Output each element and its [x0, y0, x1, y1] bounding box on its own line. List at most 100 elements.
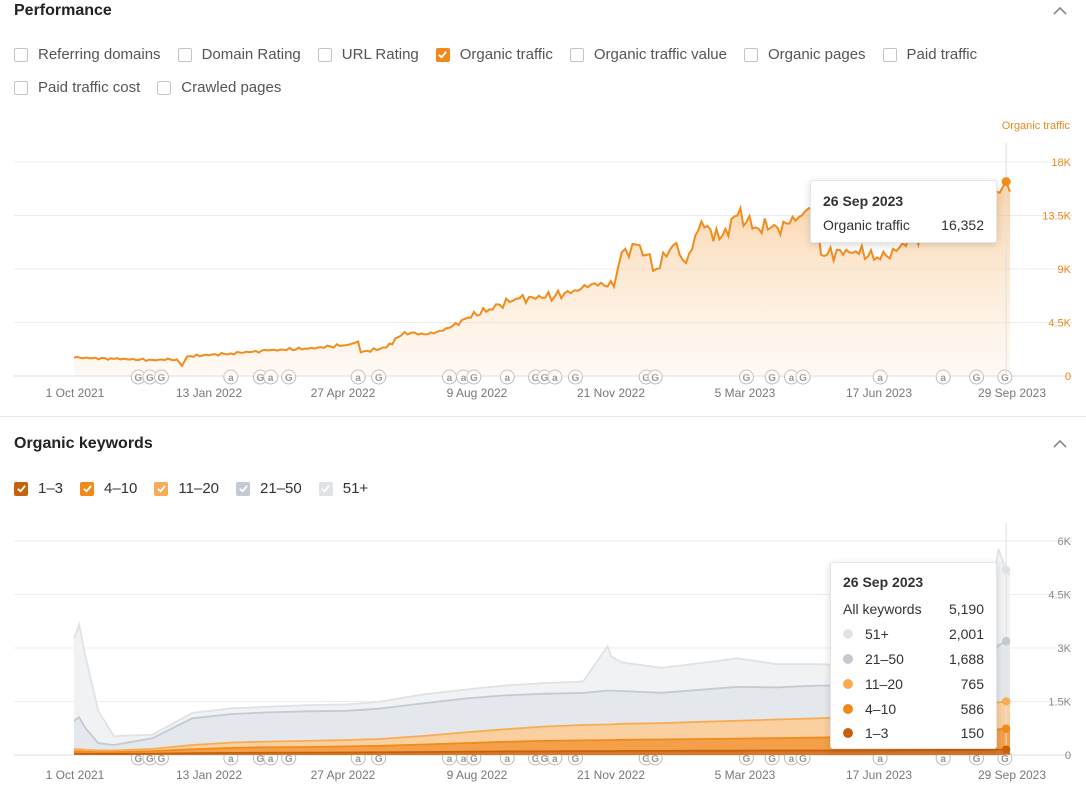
svg-text:G: G: [743, 754, 751, 765]
checkbox-unchecked-icon[interactable]: [14, 80, 28, 95]
performance-checkbox-crawled-pages[interactable]: Crawled pages: [157, 78, 281, 97]
keywords-checkbox-51plus[interactable]: 51+: [318, 479, 369, 498]
series-axis-label: Organic traffic: [1002, 120, 1071, 132]
keywords-checkbox-21-50[interactable]: 21–50: [236, 479, 302, 498]
checkbox-unchecked-icon[interactable]: [157, 80, 172, 95]
checkbox-unchecked-icon[interactable]: [14, 47, 28, 62]
performance-checkbox-organic-traffic[interactable]: Organic traffic: [435, 45, 553, 64]
svg-text:G: G: [973, 754, 981, 765]
x-tick-label: 27 Apr 2022: [311, 386, 376, 400]
svg-text:a: a: [789, 373, 795, 384]
performance-checkbox-paid-traffic[interactable]: Paid traffic: [882, 45, 977, 64]
traffic-tooltip-date: 26 Sep 2023: [823, 193, 904, 209]
x-tick-label: 5 Mar 2023: [715, 386, 776, 400]
y-tick-label: 4.5K: [1048, 590, 1071, 602]
keyword-range-checkboxes: 1–3 4–10 11–20 21–50 51+: [14, 479, 986, 498]
svg-text:a: a: [447, 373, 453, 384]
checkbox-unchecked-icon[interactable]: [317, 47, 332, 62]
svg-text:G: G: [799, 373, 807, 384]
legend-dot-icon: [843, 678, 853, 689]
collapse-keywords-icon[interactable]: [1052, 438, 1068, 450]
checkbox-checked-icon[interactable]: [236, 481, 251, 496]
performance-checkbox-label: Paid traffic cost: [38, 79, 141, 96]
svg-text:G: G: [743, 373, 751, 384]
svg-text:G: G: [146, 754, 154, 765]
performance-checkbox-organic-traffic-value[interactable]: Organic traffic value: [569, 45, 727, 64]
keywords-checkbox-label: 1–3: [38, 480, 64, 497]
svg-text:G: G: [541, 373, 549, 384]
y-tick-label: 1.5K: [1048, 697, 1071, 709]
svg-text:G: G: [257, 754, 265, 765]
performance-checkbox-organic-pages[interactable]: Organic pages: [743, 45, 866, 64]
legend-dot-icon: [843, 653, 853, 664]
svg-text:G: G: [375, 373, 383, 384]
keywords-tooltip-value: 765: [960, 675, 984, 692]
svg-text:G: G: [532, 754, 540, 765]
keywords-checkbox-label: 21–50: [260, 480, 302, 497]
x-tick-label: 29 Sep 2023: [978, 386, 1046, 400]
svg-text:a: a: [447, 754, 453, 765]
svg-text:a: a: [268, 373, 274, 384]
y-tick-label: 3K: [1058, 643, 1072, 655]
keywords-tooltip-value: 150: [960, 725, 984, 742]
svg-text:a: a: [877, 754, 883, 765]
checkbox-checked-icon[interactable]: [14, 481, 28, 496]
svg-text:G: G: [572, 373, 580, 384]
keywords-tooltip-label: 21–50: [865, 650, 904, 667]
keywords-tooltip-row: 11–20 765: [843, 671, 984, 696]
hover-point-11-20: [1001, 697, 1011, 706]
svg-text:G: G: [285, 754, 293, 765]
keywords-checkbox-label: 11–20: [178, 480, 220, 497]
x-tick-label: 13 Jan 2022: [176, 386, 242, 400]
checkbox-unchecked-icon[interactable]: [177, 47, 192, 62]
keywords-tooltip-value: 5,190: [948, 601, 984, 618]
performance-checkbox-label: Crawled pages: [181, 79, 282, 96]
svg-text:G: G: [532, 373, 540, 384]
keywords-checkbox-11-20[interactable]: 11–20: [154, 479, 219, 498]
checkbox-unchecked-icon[interactable]: [569, 47, 584, 62]
keywords-tooltip-label: 51+: [865, 626, 889, 643]
checkbox-checked-icon[interactable]: [80, 481, 95, 496]
hover-point-51plus: [1001, 565, 1011, 575]
checkbox-unchecked-icon[interactable]: [882, 47, 897, 62]
performance-title: Performance: [14, 2, 112, 19]
svg-text:G: G: [257, 373, 265, 384]
collapse-performance-icon[interactable]: [1052, 5, 1068, 17]
svg-text:G: G: [146, 373, 154, 384]
x-tick-label: 21 Nov 2022: [577, 768, 645, 782]
svg-text:G: G: [470, 754, 478, 765]
keywords-tooltip-value: 586: [960, 700, 984, 717]
performance-checkbox-paid-traffic-cost[interactable]: Paid traffic cost: [14, 78, 140, 97]
svg-text:a: a: [355, 754, 361, 765]
checkbox-checked-icon[interactable]: [435, 47, 450, 62]
keywords-checkbox-1-3[interactable]: 1–3: [14, 479, 63, 498]
performance-checkbox-label: Organic traffic value: [593, 46, 727, 63]
checkbox-unchecked-icon[interactable]: [743, 47, 758, 62]
hover-point-21-50: [1001, 637, 1011, 646]
keywords-tooltip: 26 Sep 2023 All keywords 5,190 51+ 2,001 21–…: [830, 562, 997, 749]
performance-checkbox-url-rating[interactable]: URL Rating: [317, 45, 419, 64]
performance-checkbox-label: URL Rating: [341, 46, 419, 63]
keywords-checkbox-4-10[interactable]: 4–10: [80, 479, 137, 498]
svg-text:G: G: [375, 754, 383, 765]
x-tick-label: 9 Aug 2022: [447, 386, 508, 400]
section-divider: [0, 416, 1086, 417]
keywords-checkbox-label: 4–10: [104, 480, 138, 497]
keywords-tooltip-label: 4–10: [865, 700, 897, 717]
checkbox-checked-icon[interactable]: [154, 481, 169, 496]
keywords-checkbox-label: 51+: [342, 480, 369, 497]
traffic-tooltip-value: 16,352: [941, 217, 984, 233]
keywords-tooltip-row: 1–3 150: [843, 721, 984, 746]
x-tick-label: 17 Jun 2023: [846, 768, 912, 782]
svg-text:G: G: [651, 754, 659, 765]
x-tick-label: 27 Apr 2022: [311, 768, 376, 782]
organic-traffic-chart: Organic traffic 0 4.5K 9K 13.5K 18K 1 Oct 2021…: [14, 120, 1072, 400]
hover-point-4-10: [1001, 724, 1011, 733]
performance-checkbox-referring-domains[interactable]: Referring domains: [14, 45, 161, 64]
svg-text:a: a: [268, 754, 274, 765]
performance-checkbox-domain-rating[interactable]: Domain Rating: [177, 45, 301, 64]
organic-traffic-area: [74, 181, 1010, 376]
keywords-tooltip-row: All keywords 5,190: [843, 597, 984, 622]
y-tick-label: 0: [1065, 750, 1071, 762]
checkbox-checked-icon[interactable]: [318, 481, 333, 496]
